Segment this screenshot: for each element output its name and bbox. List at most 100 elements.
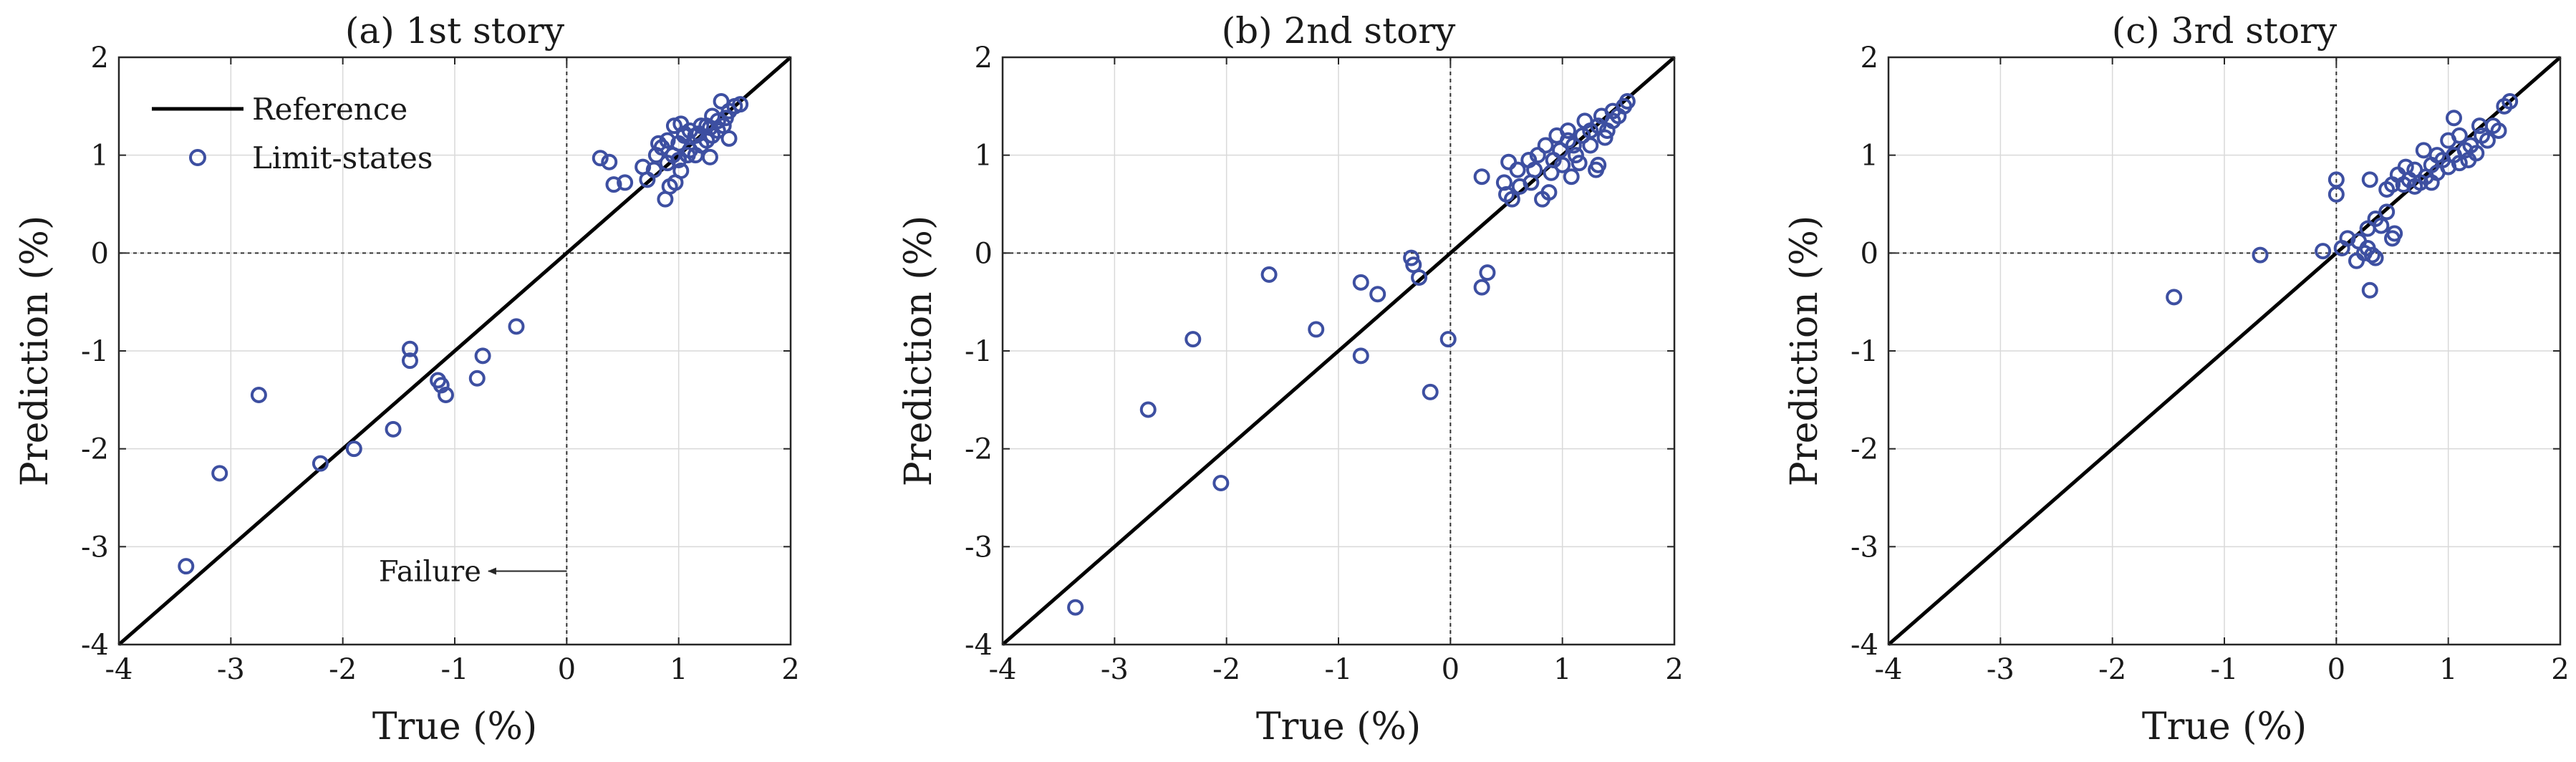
- data-point: [617, 174, 634, 191]
- y-tick-label: 0: [91, 237, 109, 270]
- legend-label-limit-states: Limit-states: [252, 140, 433, 175]
- x-tick-label: 0: [2327, 653, 2345, 686]
- data-point: [1526, 161, 1543, 178]
- y-tick-label: 2: [975, 42, 993, 74]
- data-point: [1439, 331, 1457, 348]
- data-point: [679, 147, 696, 164]
- data-point: [1590, 156, 1607, 173]
- data-point: [1616, 97, 1633, 115]
- data-point: [713, 93, 730, 110]
- legend-label-reference: Reference: [252, 92, 407, 127]
- x-tick-label: -2: [2098, 653, 2126, 686]
- data-point: [601, 153, 618, 170]
- chart-title: (c) 3rd story: [2112, 10, 2338, 52]
- data-point: [1473, 279, 1490, 296]
- y-tick-label: -2: [965, 433, 993, 466]
- data-point: [681, 122, 698, 139]
- data-point: [2490, 122, 2507, 139]
- y-axis-label: Prediction (%): [14, 216, 57, 487]
- chart-title: (a) 1st story: [345, 10, 565, 52]
- x-tick-label: -2: [1212, 653, 1240, 686]
- data-point: [1308, 321, 1325, 338]
- y-axis-label: Prediction (%): [897, 216, 940, 487]
- data-point: [401, 340, 418, 357]
- data-point: [605, 176, 622, 193]
- data-point: [2406, 178, 2423, 195]
- data-point: [1567, 147, 1584, 164]
- data-point: [665, 117, 682, 135]
- legend-limit-states-marker: [189, 149, 206, 166]
- x-tick-label: 1: [670, 653, 688, 686]
- data-point: [650, 135, 667, 152]
- data-point: [2479, 132, 2496, 149]
- x-tick-label: -1: [2211, 653, 2239, 686]
- x-tick-label: 1: [2439, 653, 2457, 686]
- data-point: [1565, 137, 1582, 154]
- x-tick-label: -4: [1875, 653, 1903, 686]
- data-point: [732, 96, 749, 113]
- reference-line: [1001, 56, 1676, 646]
- data-point: [2327, 171, 2345, 188]
- y-tick-label: -2: [1851, 433, 1878, 466]
- data-point: [1593, 107, 1610, 125]
- data-point: [2440, 132, 2457, 149]
- data-point: [2339, 230, 2356, 247]
- data-point: [1411, 269, 1428, 286]
- data-point: [312, 455, 329, 472]
- y-tick-label: 0: [975, 237, 993, 270]
- data-point: [2348, 252, 2365, 269]
- y-tick-label: -1: [1851, 335, 1878, 368]
- data-point: [701, 119, 718, 136]
- data-point: [1529, 147, 1546, 164]
- y-axis-label: Prediction (%): [1783, 216, 1826, 487]
- data-point: [717, 110, 734, 127]
- data-point: [2363, 246, 2380, 264]
- data-point: [592, 150, 609, 167]
- data-point: [1185, 331, 1202, 348]
- data-point: [1554, 156, 1571, 173]
- data-point: [2428, 147, 2446, 164]
- data-point: [474, 347, 491, 365]
- data-point: [2252, 246, 2269, 264]
- x-axis-label: True (%): [1256, 705, 1421, 748]
- data-point: [1537, 137, 1554, 154]
- data-point: [1139, 401, 1157, 418]
- y-tick-label: -3: [965, 531, 993, 564]
- y-tick-label: 2: [91, 42, 109, 74]
- data-point: [211, 465, 228, 482]
- data-point: [672, 163, 690, 180]
- data-point: [1352, 347, 1369, 365]
- y-tick-label: -1: [965, 335, 993, 368]
- data-point: [1260, 266, 1278, 283]
- data-point: [1352, 274, 1369, 291]
- data-point: [1563, 168, 1580, 185]
- y-tick-label: -2: [81, 433, 109, 466]
- data-point: [2460, 152, 2477, 168]
- data-point: [2315, 243, 2332, 260]
- x-axis-label: True (%): [372, 705, 537, 748]
- data-point: [659, 132, 676, 149]
- x-tick-label: 0: [1442, 653, 1460, 686]
- data-point: [709, 122, 726, 139]
- x-tick-label: -1: [441, 653, 469, 686]
- data-point: [1571, 155, 1588, 172]
- x-tick-label: 2: [2551, 653, 2569, 686]
- y-tick-label: 1: [975, 140, 993, 173]
- x-tick-label: -3: [1101, 653, 1129, 686]
- x-tick-label: -1: [1325, 653, 1353, 686]
- data-point: [1543, 164, 1560, 181]
- data-point: [1509, 161, 1526, 178]
- data-point: [2397, 158, 2414, 175]
- panel-a: -4 -3 -2 -1 0 1 2 -4 -3 -2 -1 0 1 2 (a) 1st story True …: [14, 10, 800, 748]
- data-point: [468, 370, 486, 387]
- data-point: [1212, 475, 1230, 491]
- data-point: [1503, 190, 1520, 208]
- data-point: [1540, 184, 1558, 201]
- data-point: [2386, 225, 2403, 242]
- y-tick-label: -4: [1851, 629, 1878, 662]
- data-point: [2423, 174, 2440, 191]
- x-tick-label: -4: [989, 653, 1017, 686]
- data-point: [437, 387, 454, 403]
- y-tick-label: 1: [91, 140, 109, 173]
